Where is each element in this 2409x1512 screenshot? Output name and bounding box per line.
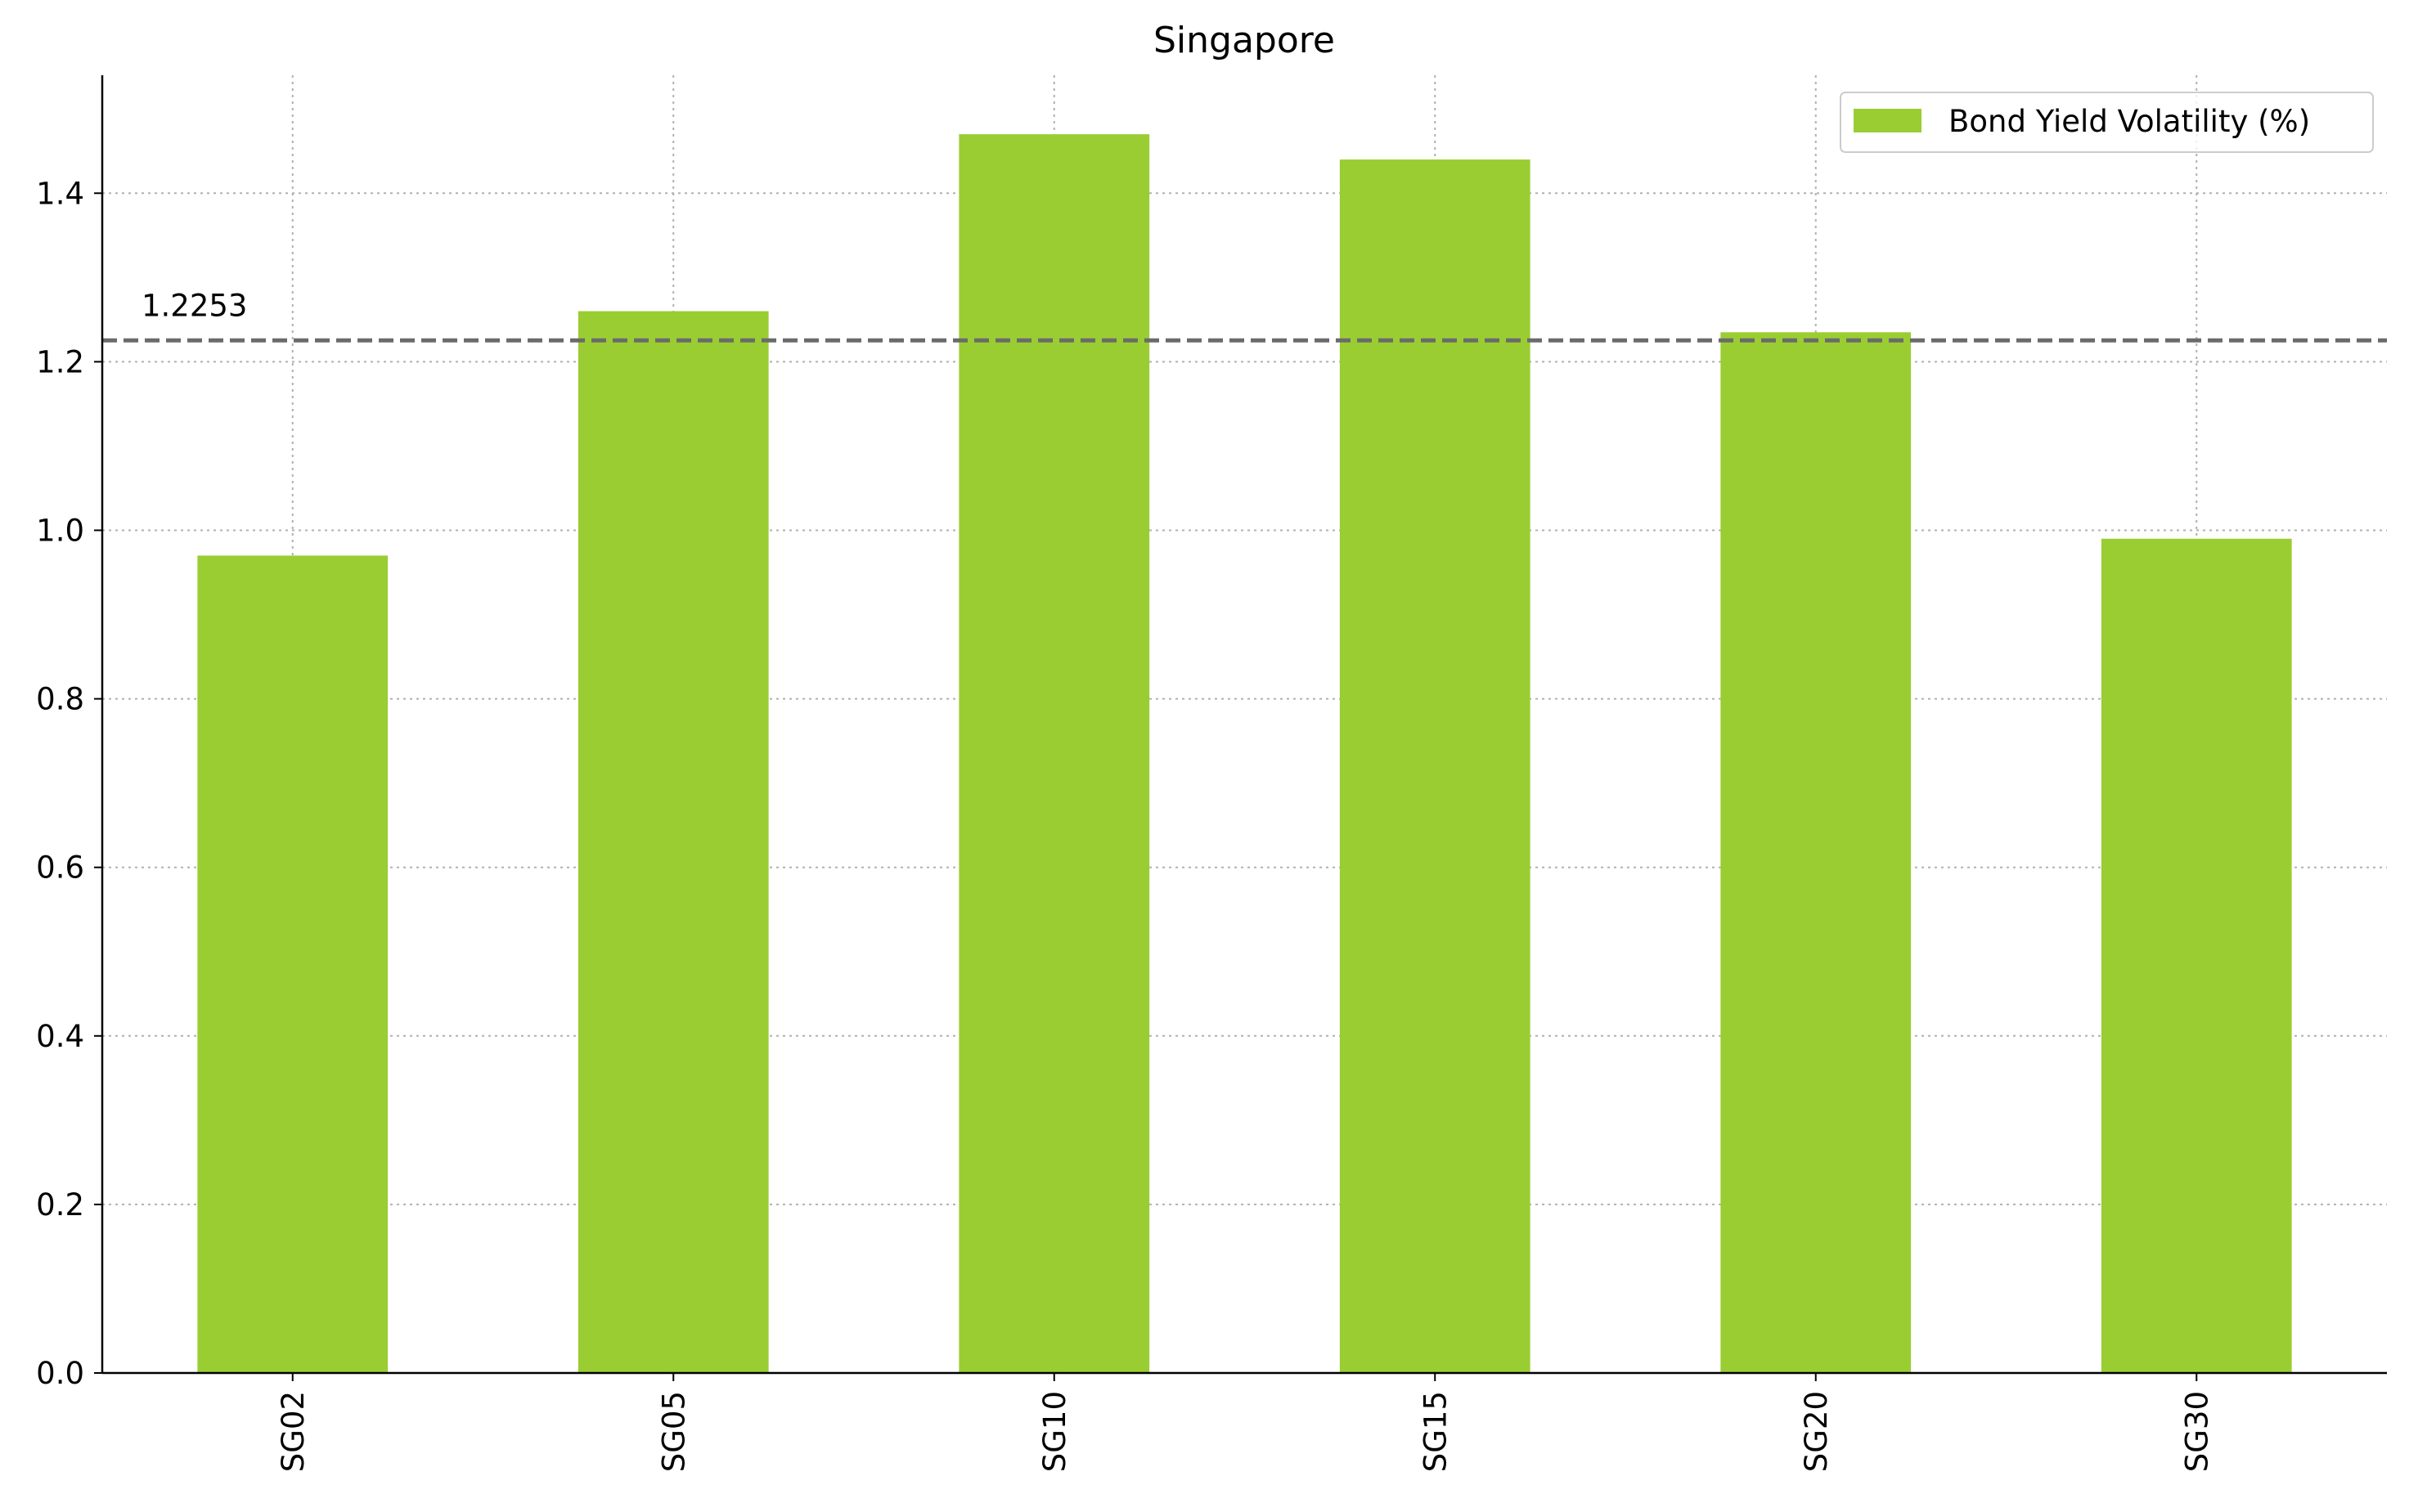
legend-swatch [1854,109,1921,132]
y-tick-label: 0.8 [36,682,84,717]
y-tick-label: 1.0 [36,513,84,548]
y-tick-label: 1.4 [36,176,84,211]
bar-sg05 [578,312,769,1373]
x-tick-label: SG20 [1799,1391,1834,1472]
legend-label: Bond Yield Volatility (%) [1948,104,2310,139]
x-tick-label: SG15 [1418,1391,1453,1472]
bar-sg20 [1720,332,1911,1373]
chart-title: Singapore [1153,20,1335,61]
x-tick-label: SG30 [2179,1391,2214,1472]
y-tick-label: 0.0 [36,1356,84,1391]
y-tick-label: 0.2 [36,1187,84,1223]
y-tick-label: 0.4 [36,1019,84,1054]
bar-sg02 [197,555,388,1373]
reference-line-label: 1.2253 [142,288,247,323]
x-tick-label: SG05 [656,1391,691,1472]
x-tick-label: SG02 [276,1391,311,1472]
legend: Bond Yield Volatility (%) [1840,92,2373,152]
y-tick-label: 1.2 [36,344,84,379]
bar-sg10 [959,134,1149,1373]
y-tick-label: 0.6 [36,850,84,886]
bar-sg30 [2101,539,2292,1373]
x-tick-label: SG10 [1037,1391,1072,1472]
